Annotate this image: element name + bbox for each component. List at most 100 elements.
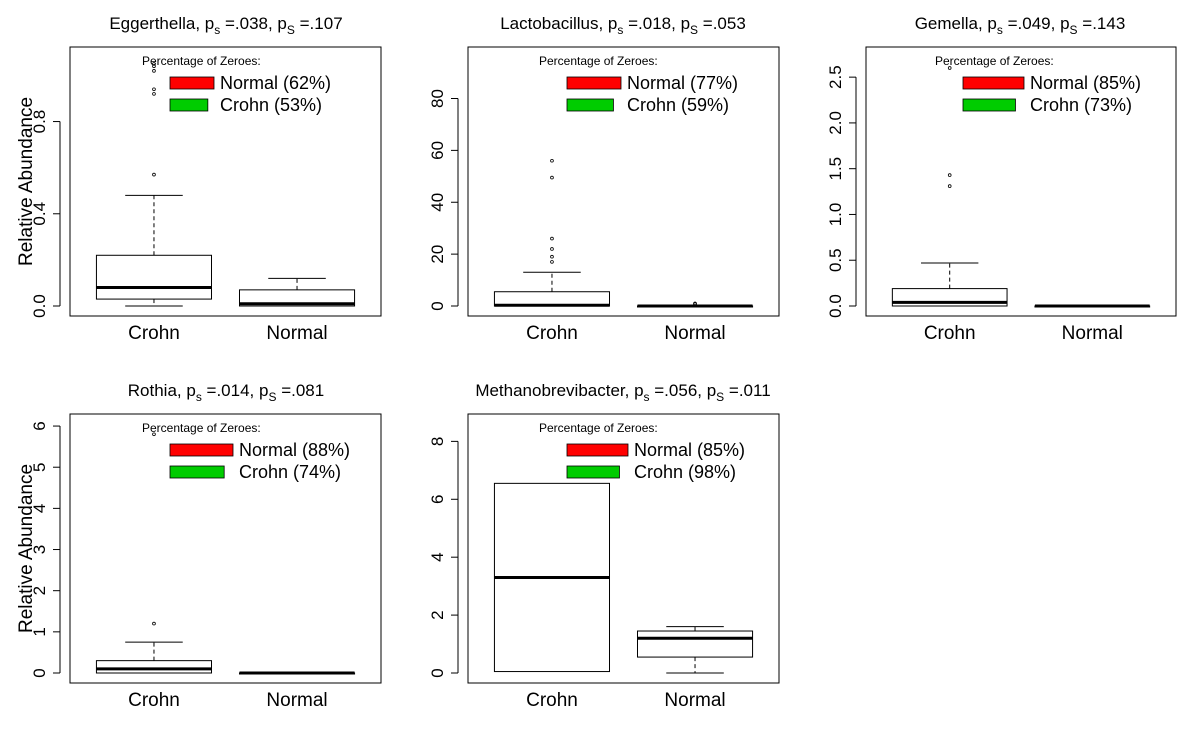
outlier-point — [550, 254, 554, 259]
y-tick-label: 0 — [428, 301, 447, 310]
box-crohn — [493, 482, 611, 673]
legend-swatch — [962, 76, 1025, 90]
box-normal — [1034, 304, 1151, 308]
category-label-crohn: Crohn — [526, 690, 578, 711]
y-tick-label: 2 — [30, 586, 49, 595]
outlier-point — [152, 92, 156, 96]
y-tick-label: 6 — [428, 495, 447, 504]
outlier-point — [152, 172, 156, 177]
outlier-point — [947, 173, 952, 177]
box-normal — [238, 277, 356, 307]
panel-lactobacillus: Lactobacillus, ps =.018, pS =.053 0 20 40 60… — [428, 14, 780, 344]
legend-swatch — [566, 443, 629, 457]
legend-title: Percentage of Zeroes: — [539, 54, 658, 68]
title-part: Gemella, p — [915, 14, 997, 33]
outlier-point — [947, 66, 952, 70]
title-subscript: s — [997, 23, 1003, 37]
category-label-normal: Normal — [664, 323, 725, 344]
category-label-normal: Normal — [1062, 323, 1123, 344]
y-tick-label: 80 — [428, 89, 447, 108]
plot-frame — [865, 46, 1177, 317]
category-label-normal: Normal — [266, 690, 327, 711]
legend: Percentage of Zeroes: Normal (77%)Crohn (… — [539, 54, 738, 115]
legend-swatch — [566, 76, 622, 90]
y-tick-label: 2.5 — [826, 65, 845, 89]
legend-label: Crohn (59%) — [627, 95, 729, 115]
legend-label: Crohn (53%) — [220, 95, 322, 115]
title-subscript: s — [214, 23, 220, 37]
plot-frame — [467, 46, 780, 317]
panel-title: Rothia, ps =.014, pS =.081 — [128, 381, 324, 404]
panel-title: Eggerthella, ps =.038, pS =.107 — [109, 14, 342, 37]
outlier-point — [152, 432, 156, 437]
category-label-normal: Normal — [266, 323, 327, 344]
legend-label: Normal (85%) — [634, 440, 745, 460]
y-tick-label: 2.0 — [826, 111, 845, 135]
box-body — [95, 660, 213, 674]
y-tick-label: 5 — [30, 462, 49, 471]
title-part: =.107 — [295, 14, 343, 33]
outlier-point — [152, 621, 156, 626]
outlier-point — [550, 175, 554, 180]
title-subscript: S — [268, 390, 276, 404]
title-subscript: S — [287, 23, 295, 37]
legend-swatch — [169, 465, 225, 479]
outlier-point — [152, 87, 156, 92]
outlier-point — [550, 260, 554, 264]
box-body — [238, 289, 356, 307]
title-part: =.081 — [276, 381, 324, 400]
y-tick-label: 1.0 — [826, 203, 845, 227]
legend-label: Normal (85%) — [1030, 73, 1141, 93]
box-normal — [238, 671, 356, 675]
panel-title: Methanobrevibacter, ps =.056, pS =.011 — [475, 381, 770, 404]
legend-label: Crohn (74%) — [239, 462, 341, 482]
y-tick-label: 0 — [428, 668, 447, 677]
legend-label: Crohn (98%) — [634, 462, 736, 482]
legend-swatch — [566, 465, 620, 479]
plot-frame — [69, 46, 382, 317]
y-tick-label: 0 — [30, 668, 49, 677]
y-tick-label: 8 — [428, 437, 447, 446]
legend-label: Crohn (73%) — [1030, 95, 1132, 115]
legend-label: Normal (88%) — [239, 440, 350, 460]
y-tick-label: 1.5 — [826, 157, 845, 181]
panel-methanobrevibacter: Methanobrevibacter, ps =.056, pS =.011 0 2… — [428, 381, 780, 711]
y-tick-label: 60 — [428, 141, 447, 160]
legend-title: Percentage of Zeroes: — [539, 421, 658, 435]
legend-swatch — [962, 98, 1016, 112]
category-label-crohn: Crohn — [128, 323, 180, 344]
category-label-crohn: Crohn — [128, 690, 180, 711]
box-body — [636, 630, 754, 658]
y-tick-label: 0.4 — [30, 202, 49, 226]
y-tick-label: 3 — [30, 545, 49, 554]
box-normal — [636, 301, 754, 308]
legend: Percentage of Zeroes: Normal (62%)Crohn (… — [142, 54, 331, 115]
outlier-point — [693, 301, 697, 306]
legend: Percentage of Zeroes: Normal (88%)Crohn (… — [142, 421, 350, 482]
outlier-point — [152, 69, 156, 73]
box-body — [95, 254, 213, 300]
plot-frame — [69, 413, 382, 684]
title-part: =.049, p — [1003, 14, 1070, 33]
title-part: Lactobacillus, p — [500, 14, 617, 33]
box-crohn — [493, 158, 611, 307]
title-subscript: s — [644, 390, 650, 404]
panel-rothia: Rothia, ps =.014, pS =.081 0 1 2 3 4 5 6 Relativ… — [16, 381, 382, 711]
y-tick-label: 40 — [428, 193, 447, 212]
legend-title: Percentage of Zeroes: — [935, 54, 1054, 68]
box-crohn — [891, 66, 1008, 307]
y-tick-label: 0.0 — [30, 294, 49, 318]
legend: Percentage of Zeroes: Normal (85%)Crohn (… — [935, 54, 1141, 115]
category-label-normal: Normal — [664, 690, 725, 711]
title-part: Rothia, p — [128, 381, 196, 400]
legend-swatch — [169, 76, 215, 90]
box-crohn — [95, 62, 213, 307]
y-tick-label: 0.0 — [826, 294, 845, 318]
title-part: =.053 — [698, 14, 746, 33]
y-axis-label: Relative Abundance — [16, 97, 37, 266]
y-tick-label: 2 — [428, 610, 447, 619]
title-part: =.018, p — [623, 14, 690, 33]
legend-swatch — [566, 98, 614, 112]
box-normal — [636, 626, 754, 674]
y-tick-label: 4 — [428, 552, 447, 561]
